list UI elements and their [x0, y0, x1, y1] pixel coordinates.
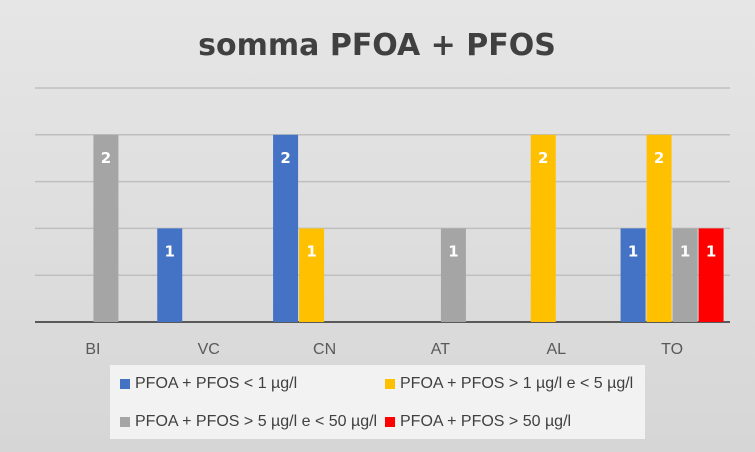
legend-label-2: PFOA + PFOS > 1 µg/l e < 5 µg/l [400, 375, 634, 392]
data-label-at-series-3: 1 [448, 242, 458, 260]
bar-cn-series-1 [273, 134, 299, 322]
bar-al-series-2 [530, 134, 556, 322]
bar-to-series-2 [646, 134, 672, 322]
data-label-to-series-3: 1 [680, 242, 690, 260]
data-label-to-series-2: 2 [654, 149, 664, 167]
bar-cn-series-2 [299, 228, 325, 322]
x-tick-label-vc: VC [198, 341, 220, 358]
legend-item-4: PFOA + PFOS > 50 µg/l [385, 413, 571, 431]
bar-bi-series-3 [93, 134, 119, 322]
legend-swatch-4 [385, 417, 395, 427]
data-label-al-series-2: 2 [538, 149, 548, 167]
legend-swatch-3 [120, 417, 130, 427]
legend-item-2: PFOA + PFOS > 1 µg/l e < 5 µg/l [385, 375, 633, 393]
x-tick-label-to: TO [661, 341, 683, 358]
x-tick-label-cn: CN [313, 341, 336, 358]
x-tick-label-bi: BI [85, 341, 100, 358]
bar-to-series-3 [672, 228, 698, 322]
data-label-cn-series-2: 1 [306, 242, 316, 260]
data-label-cn-series-1: 2 [280, 149, 290, 167]
x-tick-label-at: AT [431, 341, 450, 358]
gridlines [35, 87, 730, 323]
legend: PFOA + PFOS < 1 µg/l PFOA + PFOS > 1 µg/… [110, 365, 645, 439]
data-label-vc-series-1: 1 [165, 242, 175, 260]
chart-title: somma PFOA + PFOS [198, 28, 556, 63]
bars [93, 134, 724, 322]
legend-label-3: PFOA + PFOS > 5 µg/l e < 50 µg/l [135, 413, 378, 430]
x-tick-label-al: AL [546, 341, 566, 358]
legend-label-4: PFOA + PFOS > 50 µg/l [400, 413, 572, 430]
data-label-bi-series-3: 2 [101, 149, 111, 167]
bar-to-series-1 [620, 228, 646, 322]
legend-swatch-2 [385, 379, 395, 389]
data-label-to-series-1: 1 [628, 242, 638, 260]
data-label-to-series-4: 1 [706, 242, 716, 260]
bar-at-series-3 [440, 228, 466, 322]
legend-label-1: PFOA + PFOS < 1 µg/l [135, 375, 298, 392]
bar-vc-series-1 [157, 228, 183, 322]
legend-swatch-1 [120, 379, 130, 389]
legend-item-1: PFOA + PFOS < 1 µg/l [120, 375, 297, 393]
legend-item-3: PFOA + PFOS > 5 µg/l e < 50 µg/l [120, 413, 377, 431]
x-tick-labels: BI VC CN AT AL TO [85, 341, 683, 358]
bar-to-series-4 [698, 228, 724, 322]
